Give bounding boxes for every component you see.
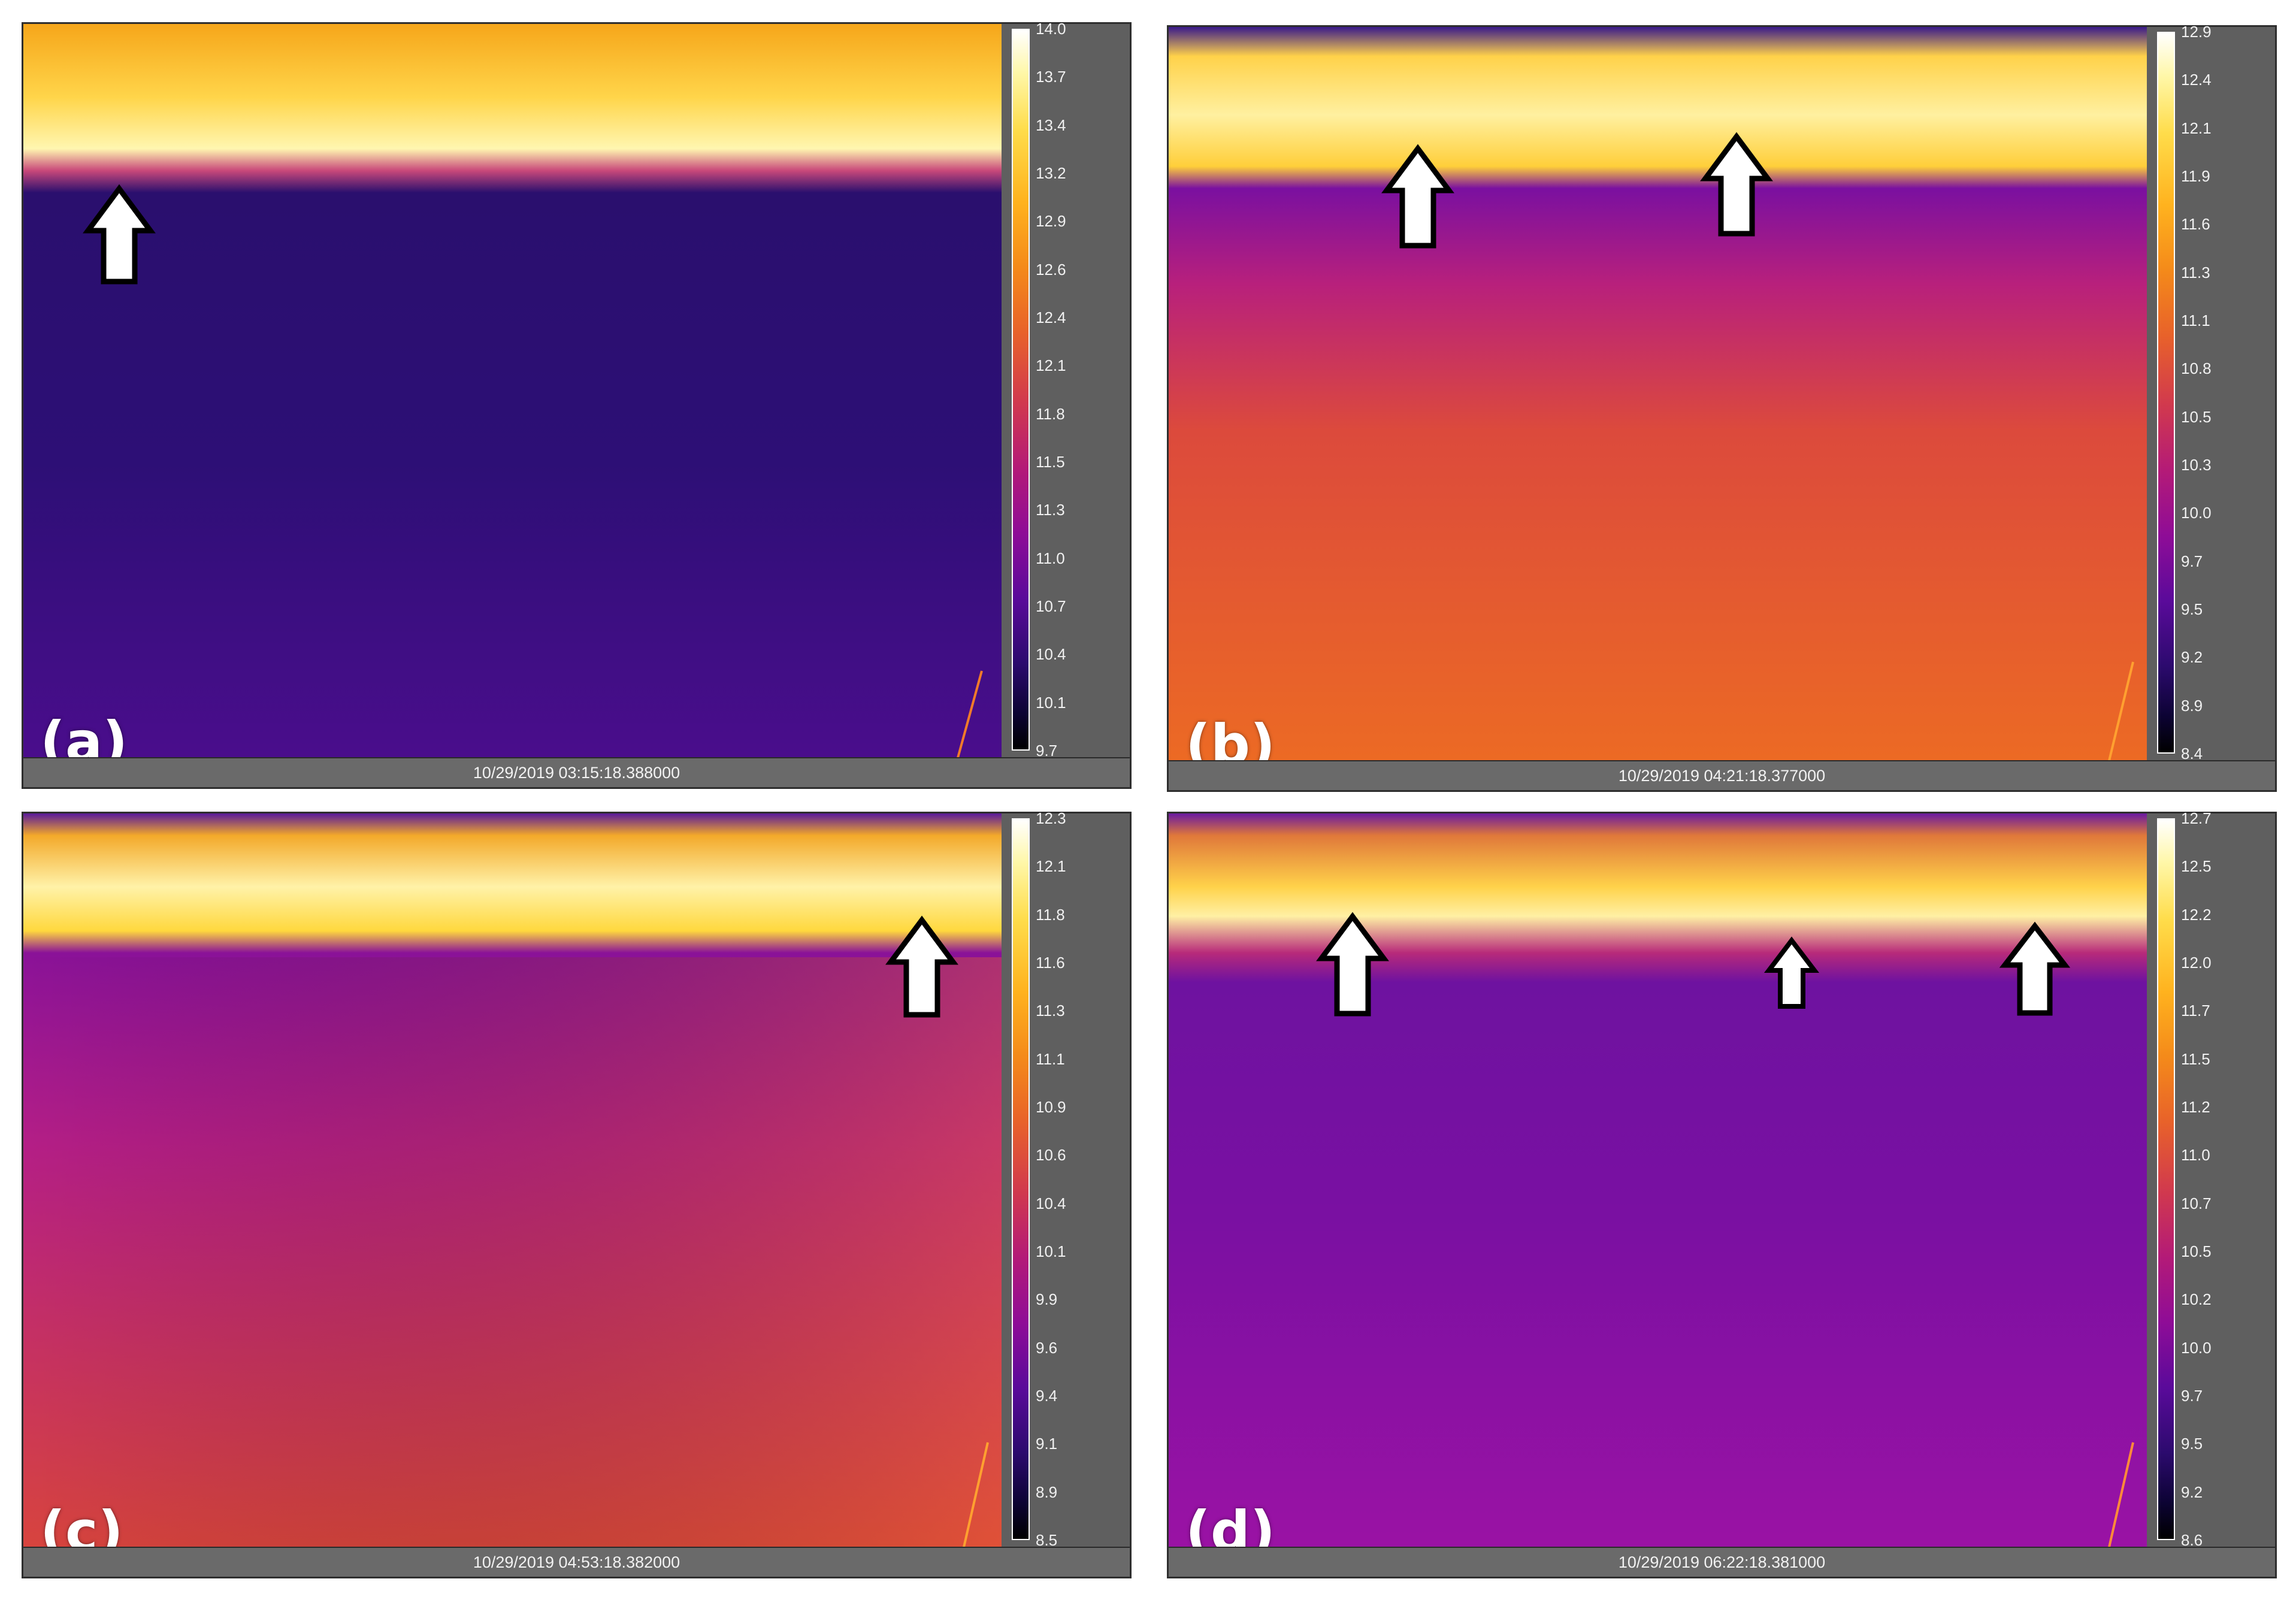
scale-tick: 12.6 bbox=[1036, 260, 1066, 279]
scale-tick: 8.9 bbox=[1036, 1483, 1058, 1501]
scale-tick: 10.4 bbox=[1036, 1194, 1066, 1212]
scale-tick: 11.0 bbox=[2181, 1146, 2210, 1165]
scale-tick: 12.4 bbox=[1036, 308, 1066, 326]
scale-tick: 11.5 bbox=[2181, 1049, 2210, 1068]
thermal-panel-c: (c) 12.3 12.1 11.8 11.6 11.3 11.1 10.9 1… bbox=[22, 810, 1132, 1578]
up-arrow-icon bbox=[1381, 144, 1454, 249]
thermal-image bbox=[23, 813, 1002, 1547]
up-arrow-icon bbox=[1999, 921, 2071, 1016]
scale-tick: 12.9 bbox=[1036, 212, 1066, 231]
scale-tick: 10.3 bbox=[2181, 456, 2212, 474]
scale-tick: 12.4 bbox=[2181, 71, 2212, 89]
scale-tick: 10.8 bbox=[2181, 359, 2212, 378]
scale-tick: 9.1 bbox=[1036, 1435, 1058, 1453]
scale-tick: 10.5 bbox=[2181, 407, 2212, 426]
up-arrow-icon bbox=[1763, 936, 1820, 1009]
scale-tick: 11.8 bbox=[1036, 905, 1065, 924]
up-arrow-icon bbox=[1700, 132, 1773, 237]
scale-tick: 8.9 bbox=[2181, 696, 2203, 715]
scale-tick: 9.6 bbox=[1036, 1338, 1058, 1357]
scale-tick: 11.3 bbox=[1036, 501, 1065, 519]
scale-tick: 12.2 bbox=[2181, 905, 2212, 924]
scale-tick: 11.1 bbox=[1036, 1049, 1065, 1068]
scale-tick: 9.9 bbox=[1036, 1290, 1058, 1309]
scale-tick: 10.2 bbox=[2181, 1290, 2212, 1309]
color-scale-ticks: 14.0 13.7 13.4 13.2 12.9 12.6 12.4 12.1 … bbox=[1036, 21, 1108, 758]
scale-tick: 8.4 bbox=[2181, 745, 2203, 763]
thermal-panel-d: (d) 12.7 12.5 12.2 12.0 11.7 11.5 11.2 1… bbox=[1167, 810, 2277, 1578]
scale-tick: 12.9 bbox=[2181, 23, 2212, 41]
scale-tick: 11.5 bbox=[1036, 453, 1065, 471]
scale-tick: 9.5 bbox=[2181, 600, 2203, 618]
up-arrow-icon bbox=[885, 915, 958, 1018]
scale-tick: 11.7 bbox=[2181, 1002, 2210, 1020]
scale-tick: 10.1 bbox=[1036, 1242, 1066, 1260]
scale-tick: 11.2 bbox=[2181, 1098, 2210, 1116]
timestamp-bar: 10/29/2019 03:15:18.388000 bbox=[23, 757, 1130, 787]
color-scale-bar bbox=[2157, 32, 2175, 754]
color-scale-bar bbox=[1012, 29, 1030, 751]
scale-tick: 12.5 bbox=[2181, 857, 2212, 876]
scale-tick: 11.6 bbox=[1036, 954, 1065, 972]
scale-tick: 12.1 bbox=[1036, 356, 1066, 375]
up-arrow-icon bbox=[1316, 912, 1389, 1017]
scale-tick: 9.7 bbox=[1036, 742, 1058, 760]
scale-tick: 13.4 bbox=[1036, 116, 1066, 134]
thermal-image bbox=[1169, 27, 2147, 761]
scale-tick: 13.2 bbox=[1036, 164, 1066, 182]
timestamp-bar: 10/29/2019 04:53:18.382000 bbox=[23, 1547, 1130, 1577]
timestamp-bar: 10/29/2019 04:21:18.377000 bbox=[1169, 760, 2275, 790]
scale-tick: 9.4 bbox=[1036, 1387, 1058, 1405]
color-scale-ticks: 12.9 12.4 12.1 11.9 11.6 11.3 11.1 10.8 … bbox=[2181, 24, 2253, 761]
scale-tick: 9.5 bbox=[2181, 1435, 2203, 1453]
color-scale-ticks: 12.7 12.5 12.2 12.0 11.7 11.5 11.2 11.0 … bbox=[2181, 810, 2253, 1548]
thermal-panel-b: (b) 12.9 12.4 12.1 11.9 11.6 11.3 11.1 1… bbox=[1167, 24, 2277, 792]
scale-tick: 9.2 bbox=[2181, 1483, 2203, 1501]
scale-tick: 10.4 bbox=[1036, 645, 1066, 664]
timestamp-bar: 10/29/2019 06:22:18.381000 bbox=[1169, 1547, 2275, 1577]
scale-tick: 10.0 bbox=[2181, 1338, 2212, 1357]
thermal-panel-a: (a) 14.0 13.7 13.4 13.2 12.9 12.6 12.4 1… bbox=[22, 21, 1132, 789]
scale-tick: 10.7 bbox=[2181, 1194, 2212, 1212]
scale-tick: 12.0 bbox=[2181, 954, 2212, 972]
scale-tick: 14.0 bbox=[1036, 20, 1066, 38]
scale-tick: 10.5 bbox=[2181, 1242, 2212, 1260]
scale-tick: 10.7 bbox=[1036, 597, 1066, 615]
scale-tick: 9.7 bbox=[2181, 552, 2203, 570]
scale-tick: 10.9 bbox=[1036, 1098, 1066, 1116]
color-scale-ticks: 12.3 12.1 11.8 11.6 11.3 11.1 10.9 10.6 … bbox=[1036, 810, 1108, 1548]
scale-tick: 8.5 bbox=[1036, 1531, 1058, 1549]
scale-tick: 11.1 bbox=[2181, 311, 2210, 329]
color-scale-bar bbox=[2157, 818, 2175, 1540]
scale-tick: 11.0 bbox=[1036, 549, 1065, 567]
scale-tick: 9.2 bbox=[2181, 648, 2203, 667]
scale-tick: 12.1 bbox=[2181, 119, 2212, 137]
scale-tick: 12.3 bbox=[1036, 809, 1066, 827]
thermal-image bbox=[1169, 813, 2147, 1547]
scale-tick: 11.6 bbox=[2181, 215, 2210, 234]
scale-tick: 12.7 bbox=[2181, 809, 2212, 827]
color-scale-bar bbox=[1012, 818, 1030, 1540]
scale-tick: 13.7 bbox=[1036, 68, 1066, 86]
scale-tick: 11.9 bbox=[2181, 167, 2210, 185]
scale-tick: 9.7 bbox=[2181, 1387, 2203, 1405]
scale-tick: 8.6 bbox=[2181, 1531, 2203, 1549]
scale-tick: 10.0 bbox=[2181, 504, 2212, 522]
scale-tick: 11.3 bbox=[2181, 263, 2210, 282]
scale-tick: 11.8 bbox=[1036, 404, 1065, 423]
scale-tick: 11.3 bbox=[1036, 1002, 1065, 1020]
scale-tick: 12.1 bbox=[1036, 857, 1066, 876]
scale-tick: 10.6 bbox=[1036, 1146, 1066, 1165]
scale-tick: 10.1 bbox=[1036, 693, 1066, 712]
up-arrow-icon bbox=[83, 184, 156, 285]
thermal-image bbox=[23, 24, 1002, 758]
